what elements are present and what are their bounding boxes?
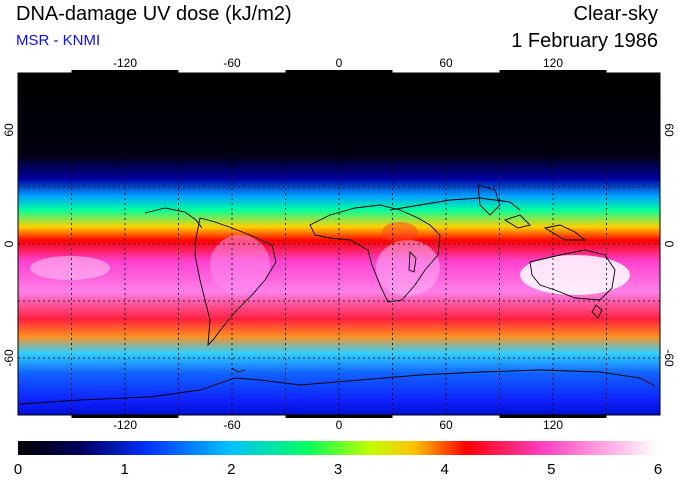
lat-tick-right: 60: [662, 123, 676, 137]
map-title: DNA-damage UV dose (kJ/m2): [16, 3, 292, 25]
colorbar-tick: 3: [334, 461, 342, 478]
colorbar-tick: 1: [121, 461, 129, 478]
lon-tick-top: 60: [439, 56, 453, 70]
colorbar-tick: 0: [14, 461, 22, 478]
lon-tick-bottom: -60: [223, 418, 241, 432]
lat-tick-right: 0: [662, 241, 676, 248]
colorbar-tick: 6: [654, 461, 662, 478]
date-label: 1 February 1986: [511, 30, 658, 52]
lon-tick-top: -120: [113, 56, 137, 70]
source-label: MSR - KNMI: [16, 32, 101, 49]
lon-tick-bottom: 0: [336, 418, 343, 432]
lon-tick-top: 120: [543, 56, 563, 70]
condition-label: Clear-sky: [573, 3, 658, 25]
colorbar-tick: 2: [227, 461, 235, 478]
lon-tick-top: 0: [336, 56, 343, 70]
graticule: [18, 73, 660, 415]
colorbar-tick: 4: [441, 461, 449, 478]
colorbar-tick: 5: [547, 461, 555, 478]
lon-tick-bottom: 60: [439, 418, 453, 432]
lat-tick-right: -60: [662, 349, 676, 367]
coastlines: [19, 184, 656, 405]
lon-tick-bottom: -120: [113, 418, 137, 432]
colorbar-gradient: [18, 441, 658, 455]
lat-tick-left: -60: [2, 349, 16, 367]
lat-tick-left: 0: [2, 240, 16, 247]
lon-tick-bottom: 120: [543, 418, 563, 432]
frame-scale-bars: [71, 70, 607, 418]
lon-tick-top: -60: [223, 56, 241, 70]
lat-tick-left: 60: [2, 123, 16, 137]
